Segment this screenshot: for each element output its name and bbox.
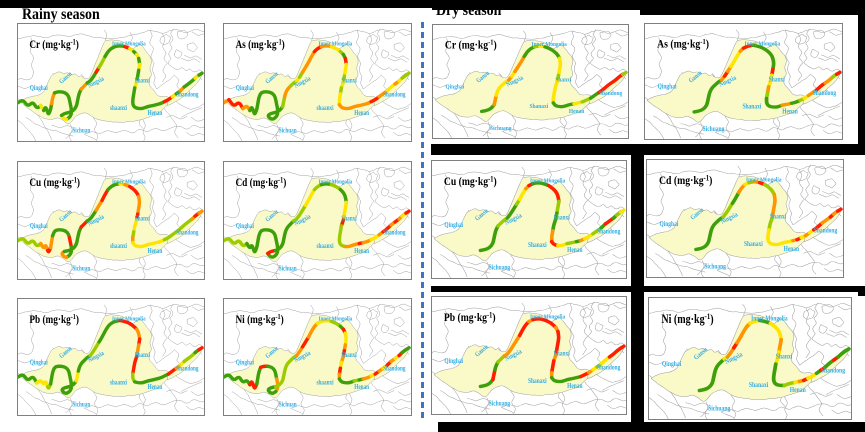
svg-text:Sichuan: Sichuan [72,128,90,135]
svg-text:Henan: Henan [782,109,798,116]
svg-text:Qinghai: Qinghai [658,84,677,91]
svg-text:Shanxi: Shanxi [135,216,151,223]
svg-text:Inner Mongolia: Inner Mongolia [112,316,146,323]
svg-text:shaanxi: shaanxi [317,244,334,251]
svg-text:Shanxi: Shanxi [554,214,570,222]
svg-text:shaanxi: shaanxi [110,106,127,113]
svg-text:Sichuang: Sichuang [703,126,725,133]
svg-text:Shanaxi: Shanaxi [742,104,761,111]
svg-text:Cd (mg·kg-1): Cd (mg·kg-1) [659,174,713,188]
svg-text:Inner Mongolia: Inner Mongolia [318,41,352,48]
svg-text:Sichuan: Sichuan [279,266,297,273]
svg-text:shaanxi: shaanxi [110,380,127,387]
svg-text:Shanxi: Shanxi [341,353,357,360]
svg-text:Inner Mongolia: Inner Mongolia [318,316,352,323]
svg-text:Shandong: Shandong [176,230,198,237]
svg-text:Qinghai: Qinghai [445,84,464,91]
svg-text:Shandong: Shandong [383,230,405,237]
svg-text:Shandong: Shandong [599,90,622,97]
svg-text:Pb (mg·kg-1): Pb (mg·kg-1) [444,311,496,325]
svg-text:Ni (mg·kg-1): Ni (mg·kg-1) [661,311,713,326]
svg-text:Shanxi: Shanxi [341,216,357,223]
svg-text:Shanxi: Shanxi [341,78,357,85]
svg-text:Shanxi: Shanxi [555,77,571,84]
svg-text:Shanaxi: Shanaxi [744,240,763,248]
svg-text:Sichuang: Sichuang [489,264,511,272]
svg-text:Shandong: Shandong [813,91,837,98]
svg-text:Shanxi: Shanxi [135,352,151,359]
svg-text:Sichuang: Sichuang [489,400,511,408]
svg-text:Qinghai: Qinghai [30,223,48,230]
svg-text:Inner Mongolia: Inner Mongolia [112,179,146,186]
svg-text:Qinghai: Qinghai [236,223,254,230]
svg-text:Henan: Henan [148,248,163,255]
svg-text:Sichuan: Sichuan [279,128,297,135]
svg-text:Inner Mongolia: Inner Mongolia [745,41,781,48]
svg-text:Shanxi: Shanxi [770,213,786,221]
svg-text:Inner Mongolia: Inner Mongolia [751,315,788,323]
svg-text:Shanaxi: Shanaxi [528,241,547,249]
svg-text:Henan: Henan [790,387,806,395]
svg-text:Sichuang: Sichuang [490,126,511,133]
svg-text:Shanaxi: Shanaxi [749,381,769,389]
svg-text:Inner Mongolia: Inner Mongolia [530,178,565,185]
svg-text:Sichuang: Sichuang [704,263,726,271]
svg-text:Qinghai: Qinghai [236,360,254,367]
svg-text:Qinghai: Qinghai [30,360,48,367]
svg-text:Shandong: Shandong [176,92,198,99]
svg-text:Shanaxi: Shanaxi [528,377,547,385]
svg-text:Shandong: Shandong [383,92,405,99]
svg-text:Shanxi: Shanxi [135,78,151,85]
svg-text:Henan: Henan [354,248,369,255]
svg-text:Shanxi: Shanxi [769,77,785,84]
svg-text:Henan: Henan [354,385,369,392]
svg-text:Qinghai: Qinghai [660,220,679,228]
svg-text:Sichuan: Sichuan [72,266,90,273]
svg-text:Cu (mg·kg-1): Cu (mg·kg-1) [444,175,497,189]
svg-text:Qinghai: Qinghai [30,85,48,92]
svg-text:Henan: Henan [567,382,583,390]
svg-text:Shanxi: Shanxi [776,353,793,361]
svg-text:Henan: Henan [148,385,163,392]
svg-text:Ni (mg·kg-1): Ni (mg·kg-1) [235,313,284,327]
svg-text:shaanxi: shaanxi [317,380,334,387]
svg-text:Qinghai: Qinghai [444,221,463,229]
svg-text:Inner Mongolia: Inner Mongolia [530,314,565,321]
svg-text:Shandong: Shandong [176,366,198,373]
svg-text:Shanxi: Shanxi [554,350,570,358]
svg-text:Henan: Henan [567,246,583,254]
svg-text:Qinghai: Qinghai [236,85,254,92]
svg-text:Inner Mongolia: Inner Mongolia [318,179,352,186]
svg-text:shaanxi: shaanxi [317,106,334,113]
svg-text:shaanxi: shaanxi [110,244,127,251]
svg-text:Sichuang: Sichuang [708,405,731,413]
svg-text:Sichuan: Sichuan [72,402,90,409]
svg-text:Henan: Henan [569,108,585,115]
svg-text:Inner Mongolia: Inner Mongolia [532,42,567,49]
svg-text:Henan: Henan [148,110,163,117]
svg-text:Pb (mg·kg-1): Pb (mg·kg-1) [29,313,79,327]
svg-text:Shanaxi: Shanaxi [529,104,548,111]
svg-text:Qinghai: Qinghai [662,361,682,369]
svg-text:Inner Mongolia: Inner Mongolia [746,177,781,184]
svg-text:As (mg·kg-1): As (mg·kg-1) [657,38,709,51]
svg-text:Shandong: Shandong [821,367,846,375]
svg-text:Henan: Henan [784,245,800,253]
svg-text:Shandong: Shandong [597,228,621,236]
svg-text:Cd (mg·kg-1): Cd (mg·kg-1) [235,176,286,190]
svg-text:Shandong: Shandong [814,227,838,235]
svg-text:As (mg·kg-1): As (mg·kg-1) [235,38,285,52]
svg-text:Inner Mongolia: Inner Mongolia [112,41,146,48]
svg-text:Cu (mg·kg-1): Cu (mg·kg-1) [29,176,80,190]
svg-text:Cr (mg·kg-1): Cr (mg·kg-1) [29,38,79,52]
svg-text:Shandong: Shandong [597,364,621,372]
svg-text:Henan: Henan [354,110,369,117]
svg-text:Shandong: Shandong [383,366,405,373]
svg-text:Qinghai: Qinghai [444,357,463,365]
svg-text:Sichuan: Sichuan [279,402,297,409]
svg-text:Cr (mg·kg-1): Cr (mg·kg-1) [445,38,497,51]
